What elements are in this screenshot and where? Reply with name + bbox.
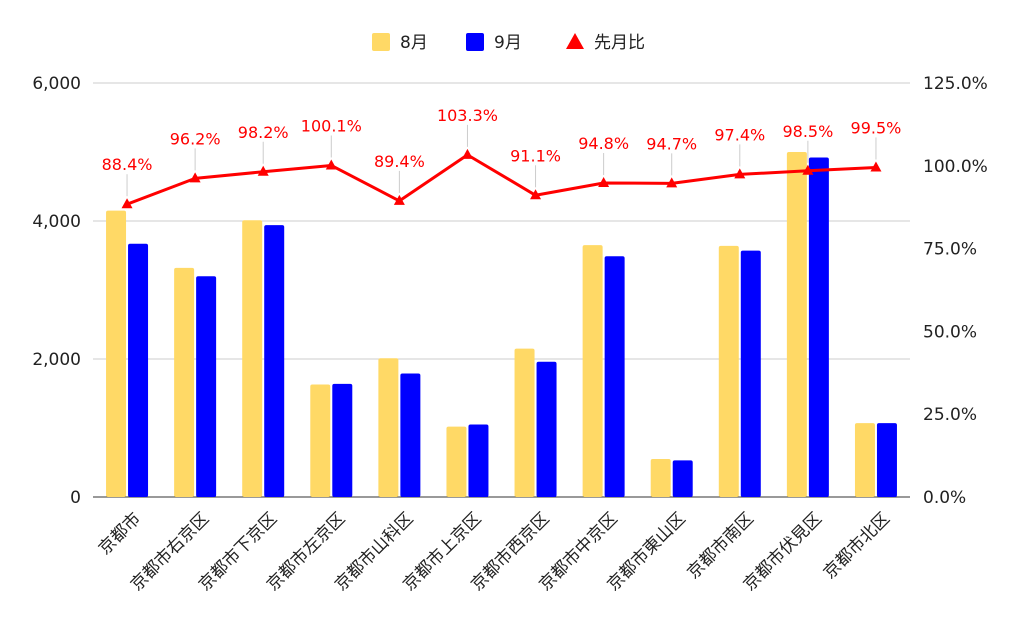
y-left-tick-label: 4,000 — [32, 212, 81, 232]
category-label: 京都市南区 — [684, 509, 758, 583]
ratio-point — [530, 189, 542, 200]
bar-aug — [310, 384, 331, 497]
ratio-line — [126, 153, 877, 206]
bar-sep — [604, 256, 625, 497]
bar-aug — [786, 152, 807, 497]
ratio-point — [870, 161, 882, 172]
ratio-data-label: 99.5% — [851, 118, 902, 137]
y-right-tick-label: 100.0% — [923, 157, 988, 177]
legend-sep-label: 9月 — [494, 33, 522, 53]
legend-aug-label: 8月 — [400, 33, 428, 53]
bar-sep — [264, 225, 285, 497]
bar-sep — [740, 250, 761, 497]
bar-aug — [242, 220, 263, 497]
ratio-data-label: 97.4% — [714, 125, 765, 144]
ratio-point — [393, 194, 405, 205]
ratio-point — [121, 198, 133, 209]
ratio-data-label: 88.4% — [102, 155, 153, 174]
ratio-point — [257, 165, 269, 176]
bar-aug — [174, 267, 195, 497]
bar-aug — [446, 426, 467, 497]
y-right-tick-label: 25.0% — [923, 405, 977, 425]
bar-sep — [196, 276, 217, 497]
bar-aug — [514, 348, 535, 497]
ratio-data-label: 94.8% — [578, 134, 629, 153]
legend-ratio-swatch — [566, 33, 584, 49]
ratio-data-label: 91.1% — [510, 146, 561, 165]
bar-sep — [876, 423, 897, 497]
y-right-tick-label: 125.0% — [923, 74, 988, 94]
ratio-data-label: 96.2% — [170, 129, 221, 148]
category-label: 京都市北区 — [820, 509, 894, 583]
y-right-tick-label: 75.0% — [923, 240, 977, 260]
ratio-point — [461, 148, 473, 159]
ratio-point — [189, 172, 201, 183]
bar-aug — [106, 210, 127, 497]
ratio-data-label: 89.4% — [374, 152, 425, 171]
ratio-data-label: 94.7% — [646, 134, 697, 153]
y-left-tick-label: 0 — [70, 488, 81, 508]
y-left-tick-label: 2,000 — [32, 350, 81, 370]
ratio-data-label: 103.3% — [437, 106, 498, 125]
bar-aug — [854, 423, 875, 497]
bar-sep — [332, 383, 353, 497]
bar-sep — [400, 373, 421, 497]
ratio-point — [802, 164, 814, 175]
legend-sep-swatch — [466, 33, 484, 51]
y-left-tick-label: 6,000 — [32, 74, 81, 94]
bar-sep — [808, 157, 829, 497]
y-right-tick-label: 50.0% — [923, 322, 977, 342]
ratio-point — [734, 168, 746, 179]
bar-aug — [718, 245, 739, 497]
bar-sep — [672, 460, 693, 497]
legend-ratio-label: 先月比 — [594, 33, 645, 53]
ratio-data-label: 98.2% — [238, 123, 289, 142]
bar-aug — [582, 245, 603, 497]
legend-aug-swatch — [372, 33, 390, 51]
category-label: 京都市 — [95, 509, 145, 559]
bar-aug — [378, 358, 399, 497]
bar-sep — [468, 424, 489, 497]
ratio-point — [666, 177, 678, 188]
ratio-data-label: 98.5% — [782, 122, 833, 141]
ratio-point — [325, 159, 337, 170]
bar-sep — [536, 361, 557, 497]
bar-sep — [128, 243, 149, 497]
y-right-tick-label: 0.0% — [923, 488, 966, 508]
ratio-point — [598, 177, 610, 188]
bar-aug — [650, 459, 671, 497]
ratio-data-label: 100.1% — [301, 116, 362, 135]
